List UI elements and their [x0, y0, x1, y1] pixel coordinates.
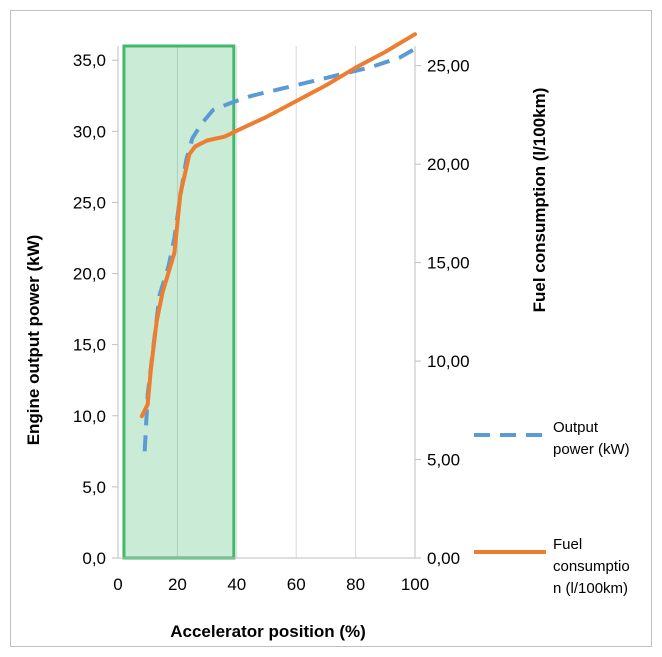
- x-tick-label: 0: [113, 575, 122, 594]
- y-right-tick-label: 20,00: [427, 155, 470, 174]
- x-tick-label: 60: [287, 575, 306, 594]
- highlight-region: [122, 44, 236, 560]
- series-line-output-power: [142, 47, 416, 452]
- y-axis-right-title: Fuel consumption (l/100km): [530, 88, 549, 313]
- y-left-tick-label: 30,0: [73, 122, 106, 141]
- series-layer: [139, 32, 417, 452]
- x-tick-label: 20: [168, 575, 187, 594]
- y-left-tick-label: 10,0: [73, 407, 106, 426]
- legend-label: Fuel: [553, 536, 582, 553]
- y-right-tick-label: 0,00: [427, 549, 460, 568]
- y-right-tick-label: 15,00: [427, 254, 470, 273]
- y-left-tick-label: 5,0: [82, 478, 106, 497]
- legend: Output power (kW) Fuel consumptio n (l/100km…: [474, 419, 630, 597]
- y-left-tick-label: 15,0: [73, 336, 106, 355]
- legend-label: power (kW): [553, 441, 630, 458]
- x-tick-label: 40: [227, 575, 246, 594]
- y-right-tick-label: 5,00: [427, 451, 460, 470]
- legend-label: Output: [553, 419, 599, 436]
- y-left-tick-label: 0,0: [82, 549, 106, 568]
- legend-label: consumptio: [553, 558, 630, 575]
- x-tick-label: 100: [401, 575, 429, 594]
- y-left-tick-label: 20,0: [73, 265, 106, 284]
- y-left-tick-label: 25,0: [73, 193, 106, 212]
- y-right-tick-label: 25,00: [427, 57, 470, 76]
- ticks-layer: 0 20 40 60 80 100 0,0 5,0 10,0 15,0 20,0 25,0 30,0 35…: [73, 51, 470, 594]
- x-tick-label: 80: [346, 575, 365, 594]
- series-line-fuel-consumption: [139, 32, 417, 419]
- y-left-tick-label: 35,0: [73, 51, 106, 70]
- y-axis-left-title: Engine output power (kW): [24, 235, 43, 446]
- legend-label: n (l/100km): [553, 580, 628, 597]
- y-right-tick-label: 10,00: [427, 352, 470, 371]
- x-axis-title: Accelerator position (%): [170, 622, 366, 641]
- chart-frame: [10, 10, 652, 647]
